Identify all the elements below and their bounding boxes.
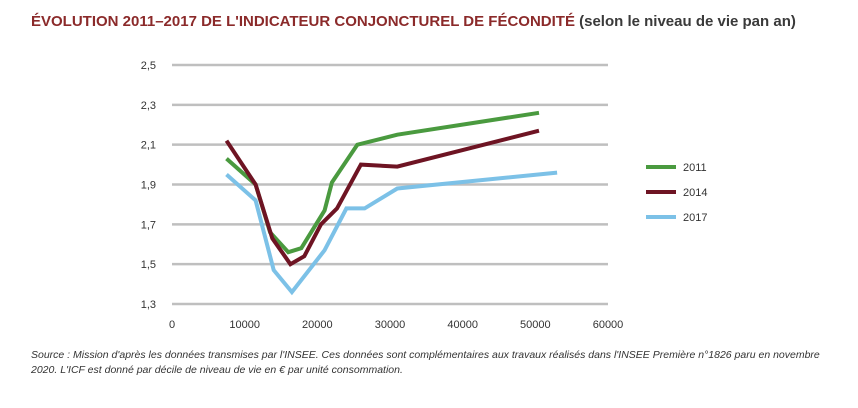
series-line-2017: [225, 170, 558, 296]
x-tick-label: 50000: [520, 319, 551, 331]
legend-item-2011: 2011: [646, 162, 707, 174]
series-lines: [224, 110, 558, 296]
y-tick-label: 2,5: [141, 60, 156, 72]
legend-label: 2014: [683, 187, 707, 199]
x-tick-label: 60000: [593, 319, 624, 331]
source-note: Source : Mission d'après les données tra…: [31, 349, 820, 376]
y-tick-label: 1,5: [141, 259, 156, 271]
y-axis-tick-labels: 1,3 1,5 1,7 1,9 2,1 2,3 2,5: [141, 60, 156, 311]
legend: 2011 2014 2017: [646, 162, 707, 224]
legend-label: 2011: [683, 162, 707, 174]
x-tick-label: 10000: [229, 319, 260, 331]
x-tick-label: 0: [169, 319, 175, 331]
x-tick-label: 30000: [375, 319, 406, 331]
chart-title-sub: (selon le niveau de vie pan an): [574, 13, 796, 30]
chart-title: ÉVOLUTION 2011–2017 DE L'INDICATEUR CONJ…: [31, 13, 796, 30]
y-tick-label: 2,3: [141, 100, 156, 112]
series-line-2011: [225, 110, 540, 255]
y-tick-label: 1,7: [141, 219, 156, 231]
y-tick-label: 2,1: [141, 140, 156, 152]
legend-item-2017: 2017: [646, 212, 707, 224]
x-tick-label: 40000: [447, 319, 478, 331]
legend-item-2014: 2014: [646, 187, 707, 199]
legend-label: 2017: [683, 212, 707, 224]
y-tick-label: 1,3: [141, 299, 156, 311]
series-line-2014: [224, 128, 540, 267]
chart-title-main: ÉVOLUTION 2011–2017 DE L'INDICATEUR CONJ…: [31, 13, 575, 30]
gridlines: [172, 63, 608, 306]
x-axis-tick-labels: 0 10000 20000 30000 40000 50000 60000: [169, 319, 623, 331]
y-tick-label: 1,9: [141, 180, 156, 192]
x-tick-label: 20000: [302, 319, 333, 331]
